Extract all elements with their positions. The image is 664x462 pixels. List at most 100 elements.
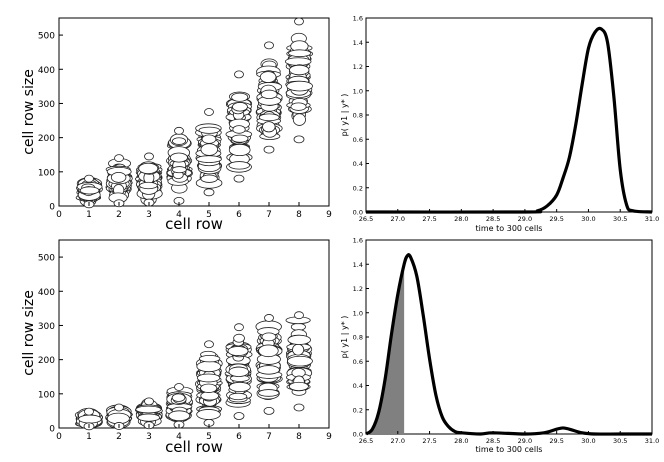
y-tick-label: 1.2: [353, 285, 363, 293]
x-tick-label: 3: [146, 210, 152, 220]
y-tick-label: 1.6: [353, 15, 363, 23]
cell-row-cluster-6: [225, 70, 253, 183]
x-tick-label: 28.5: [486, 215, 500, 223]
x-axis-label: time to 300 cells: [476, 224, 543, 233]
x-tick-label: 5: [206, 432, 212, 442]
y-tick-label: 0.4: [353, 382, 363, 390]
density-curve: [365, 253, 652, 436]
data-point: [258, 344, 279, 358]
x-tick-label: 0: [56, 210, 62, 220]
data-point-max: [264, 314, 274, 322]
x-tick-label: 31.0: [645, 437, 659, 445]
data-point-min: [293, 403, 305, 412]
cell-row-cluster-4: [165, 383, 194, 429]
y-tick-label: 200: [38, 134, 55, 144]
data-point-max: [294, 17, 304, 26]
scatter-marks: [75, 17, 314, 209]
x-tick-label: 28.5: [486, 437, 500, 445]
data-point: [262, 121, 276, 133]
cell-row-cluster-5: [195, 108, 223, 197]
data-point-min: [203, 188, 215, 197]
data-point-max: [114, 403, 124, 412]
cell-row-cluster-2: [105, 154, 133, 208]
x-tick-label: 9: [326, 432, 332, 442]
data-point: [233, 333, 245, 343]
data-point-max: [234, 70, 244, 79]
data-point: [229, 392, 248, 401]
y-tick-label: 0: [49, 425, 55, 435]
axis-ticks: 26.5 27.0 27.5 28.0 28.5 29.0 29.5 30.0 30.5 31.0…: [353, 15, 660, 224]
data-point: [232, 102, 248, 112]
y-tick-label: 0.4: [353, 160, 363, 168]
cell-row-cluster-8: [284, 17, 314, 144]
x-tick-label: 29.5: [549, 215, 563, 223]
data-point-max: [84, 174, 94, 183]
x-tick-label: 8: [296, 432, 302, 442]
x-tick-label: 7: [266, 210, 272, 220]
data-point-max: [174, 383, 184, 391]
data-point-max: [144, 397, 154, 406]
y-tick-label: 400: [38, 288, 55, 298]
x-tick-label: 9: [326, 210, 332, 220]
y-axis-label: cell row size: [21, 69, 37, 155]
bottom-left-scatter-panel: 0 1 2 3 4 5 6 7 8 9 0 100 200 300 400 500 cell row cell…: [21, 239, 332, 456]
y-tick-label: 0.0: [353, 209, 363, 217]
data-point: [259, 71, 277, 83]
y-axis-label: p( y1 | y* ): [340, 94, 349, 137]
y-tick-label: 0: [49, 203, 55, 213]
data-point: [200, 383, 218, 393]
data-point-min: [233, 174, 245, 183]
data-point-max: [114, 154, 124, 163]
y-tick-label: 0.6: [353, 358, 363, 366]
top-left-scatter-panel: 0 1 2 3 4 5 6 7 8 9 0 100 200 300 400 500 cell row cell…: [21, 17, 332, 233]
y-tick-label: 0.2: [353, 184, 363, 192]
x-tick-label: 26.5: [359, 437, 373, 445]
y-tick-label: 300: [38, 100, 55, 110]
y-tick-label: 0.8: [353, 334, 363, 342]
cell-row-cluster-3: [134, 152, 163, 207]
data-point: [231, 92, 249, 102]
data-point: [257, 365, 280, 375]
x-tick-label: 2: [116, 432, 122, 442]
data-point: [260, 89, 278, 100]
plot-frame: [58, 17, 330, 207]
data-point: [138, 162, 159, 175]
data-point: [292, 343, 305, 356]
data-point-max: [174, 126, 184, 135]
data-point: [287, 334, 311, 345]
data-point: [288, 381, 309, 392]
x-tick-label: 31.0: [645, 215, 659, 223]
data-point: [227, 346, 249, 356]
density-marks: [365, 26, 653, 214]
x-tick-label: 29.5: [549, 437, 563, 445]
y-axis-label: p( y1 | y* ): [340, 316, 349, 359]
x-tick-label: 30.0: [581, 215, 595, 223]
data-point: [228, 381, 251, 393]
data-point: [171, 137, 187, 145]
bottom-right-density-panel: 26.5 27.0 27.5 28.0 28.5 29.0 29.5 30.0 30.5 31.0…: [340, 237, 659, 455]
x-tick-label: 5: [206, 210, 212, 220]
x-tick-label: 30.5: [613, 437, 627, 445]
density-marks: [365, 253, 652, 436]
data-point-max: [204, 340, 214, 349]
data-point: [288, 49, 312, 58]
y-tick-label: 1.2: [353, 63, 363, 71]
x-tick-label: 29.0: [518, 215, 532, 223]
cell-row-cluster-7: [255, 314, 283, 415]
cell-row-cluster-3: [134, 397, 163, 430]
x-tick-label: 28.0: [454, 437, 468, 445]
cell-row-cluster-4: [166, 126, 193, 205]
data-point-max: [84, 407, 94, 416]
data-point: [169, 152, 188, 163]
y-tick-label: 0.8: [353, 112, 363, 120]
data-point: [232, 125, 246, 134]
data-point: [228, 366, 250, 377]
data-point: [287, 355, 313, 367]
y-tick-label: 500: [38, 254, 55, 264]
data-point: [261, 332, 277, 342]
data-point-max: [294, 311, 304, 320]
data-point: [79, 186, 100, 195]
y-tick-label: 0.0: [353, 431, 363, 439]
cell-row-cluster-6: [224, 323, 253, 420]
